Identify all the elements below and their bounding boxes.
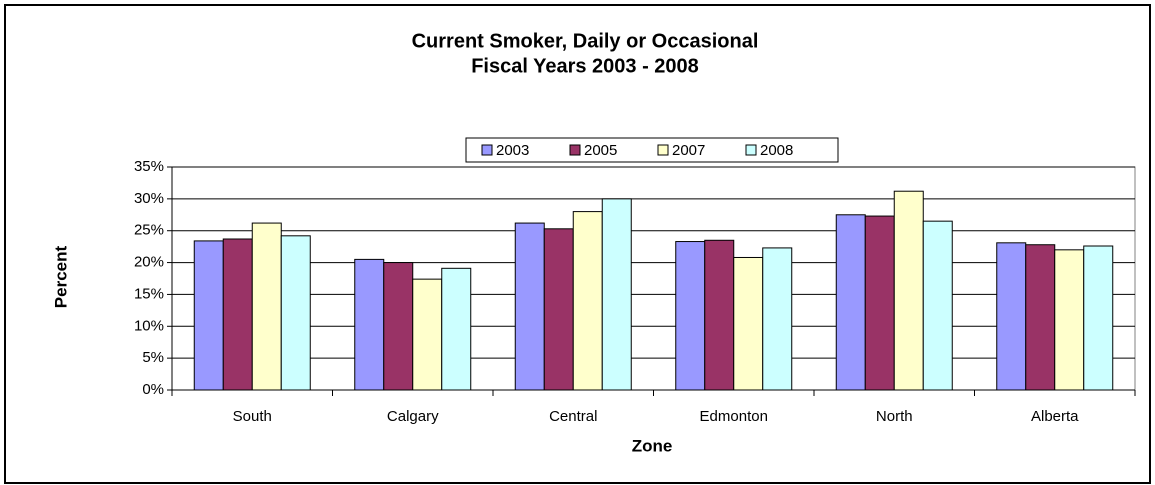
y-tick-label: 0% xyxy=(142,381,164,398)
legend-swatch xyxy=(745,144,757,156)
bar xyxy=(354,258,385,391)
bar xyxy=(601,198,632,391)
y-tick-label: 35% xyxy=(134,158,164,175)
legend-label: 2007 xyxy=(672,142,705,159)
x-axis-title: Zone xyxy=(632,436,673,455)
bar xyxy=(835,214,866,391)
x-tick-label: Alberta xyxy=(1031,408,1079,425)
bar xyxy=(1083,245,1114,391)
bar xyxy=(193,240,224,391)
bar xyxy=(1025,244,1056,391)
legend-swatch xyxy=(481,144,493,156)
bar xyxy=(412,278,443,391)
legend-swatch xyxy=(657,144,669,156)
legend-box xyxy=(465,137,839,163)
x-tick-label: Central xyxy=(549,408,597,425)
bar xyxy=(704,239,735,391)
x-tick-label: South xyxy=(233,408,272,425)
y-tick-label: 30% xyxy=(134,190,164,207)
frame xyxy=(4,4,1151,484)
x-tick-label: Edmonton xyxy=(700,408,768,425)
bar xyxy=(675,241,706,391)
bar xyxy=(572,211,603,391)
legend-label: 2003 xyxy=(496,142,529,159)
bar xyxy=(762,247,793,391)
legend-label: 2005 xyxy=(584,142,617,159)
legend-label: 2008 xyxy=(760,142,793,159)
y-tick-label: 25% xyxy=(134,222,164,239)
bar xyxy=(864,215,895,391)
bar xyxy=(922,220,953,391)
y-tick-label: 5% xyxy=(142,349,164,366)
bar xyxy=(543,228,574,391)
bar xyxy=(514,222,545,391)
chart-subtitle: Fiscal Years 2003 - 2008 xyxy=(471,55,699,77)
bar xyxy=(1054,249,1085,391)
bar xyxy=(441,267,472,391)
bar xyxy=(222,238,253,391)
y-tick-label: 10% xyxy=(134,317,164,334)
bar xyxy=(280,235,311,391)
y-tick-label: 15% xyxy=(134,285,164,302)
bar xyxy=(383,262,414,391)
y-tick-label: 20% xyxy=(134,254,164,271)
bar xyxy=(733,256,764,391)
legend-swatch xyxy=(569,144,581,156)
x-tick-label: Calgary xyxy=(387,408,439,425)
bar xyxy=(893,190,924,391)
bar xyxy=(251,222,282,391)
y-axis-title: Percent xyxy=(51,245,70,308)
chart-title: Current Smoker, Daily or Occasional xyxy=(412,30,759,52)
plot-area xyxy=(171,166,1136,391)
x-tick-label: North xyxy=(876,408,913,425)
bar xyxy=(996,242,1027,391)
